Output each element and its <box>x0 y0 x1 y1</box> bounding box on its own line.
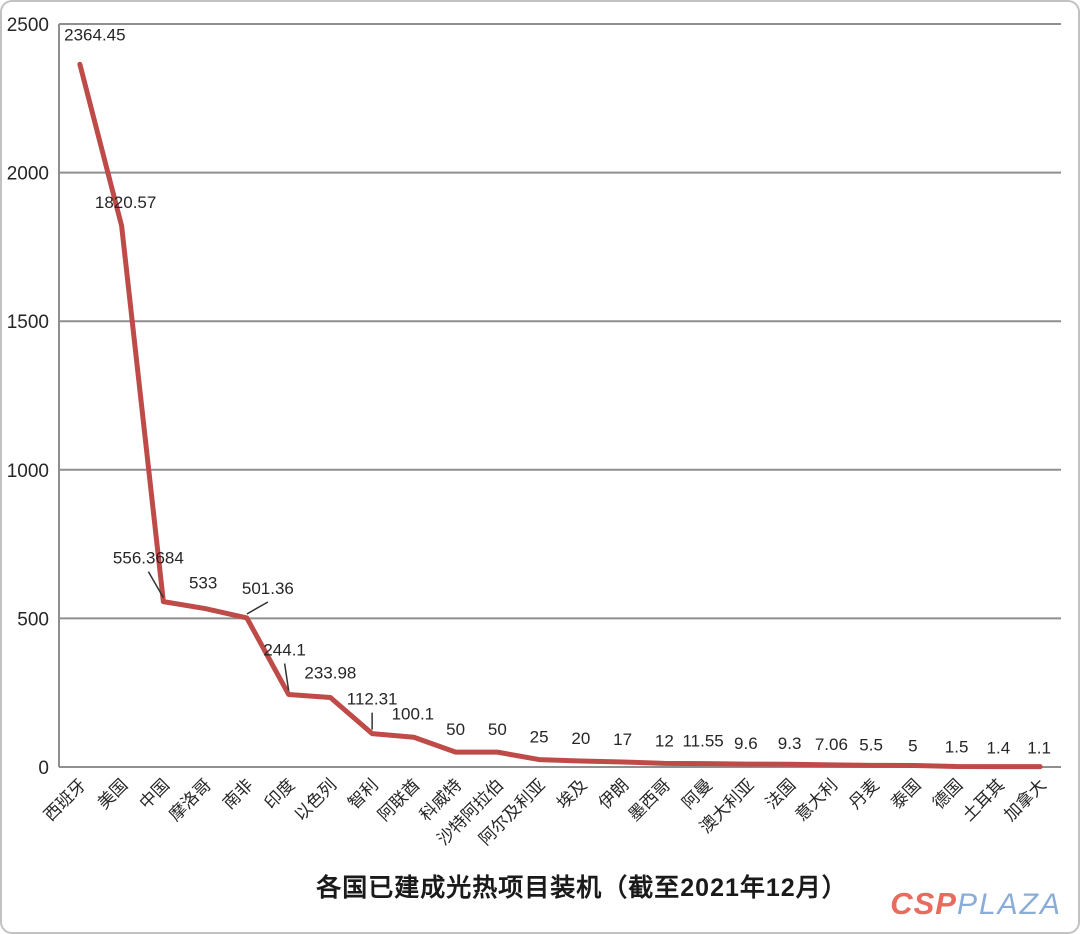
x-axis-label: 法国 <box>762 775 799 812</box>
x-axis-label: 德国 <box>929 775 966 812</box>
x-axis-label: 丹麦 <box>845 775 882 812</box>
data-point-label: 112.31 <box>347 690 398 709</box>
logo-plaza-text: PLAZA <box>956 888 1062 921</box>
callout-line <box>283 663 290 691</box>
y-axis-tick-label: 1000 <box>7 461 49 482</box>
y-axis-tick-label: 0 <box>38 758 49 779</box>
callout-line <box>246 601 269 615</box>
x-axis-label: 中国 <box>136 775 173 812</box>
data-point-label: 9.6 <box>734 734 758 753</box>
x-axis-label: 埃及 <box>553 775 590 812</box>
data-point-label: 501.36 <box>242 579 294 598</box>
y-axis-tick-label: 1500 <box>7 312 49 333</box>
x-axis-label: 阿联酋 <box>374 775 423 824</box>
callout-line <box>147 571 165 599</box>
x-axis-label: 墨西哥 <box>625 775 674 824</box>
x-axis-label: 印度 <box>261 775 298 812</box>
data-point-label: 9.3 <box>778 734 802 753</box>
x-axis-label: 西班牙 <box>40 775 89 824</box>
data-point-label: 5 <box>908 737 917 756</box>
data-point-label: 50 <box>488 720 507 739</box>
data-point-label: 12 <box>655 731 674 750</box>
x-axis-label: 泰国 <box>887 775 924 812</box>
data-point-label: 2364.45 <box>64 25 125 44</box>
data-point-label: 5.5 <box>859 735 883 754</box>
data-point-label: 100.1 <box>392 704 435 723</box>
chart-title: 各国已建成光热项目装机（截至2021年12月） <box>316 874 848 902</box>
x-axis-label: 土耳其 <box>959 775 1008 824</box>
x-axis-label: 美国 <box>94 775 131 812</box>
data-point-label: 25 <box>530 728 549 747</box>
data-point-label: 1.1 <box>1027 739 1051 758</box>
x-axis-label: 意大利 <box>792 775 841 824</box>
data-point-label: 556.3684 <box>113 549 184 568</box>
y-axis-tick-label: 2500 <box>7 15 49 36</box>
data-point-label: 50 <box>446 720 465 739</box>
x-axis-label: 加拿大 <box>1000 775 1050 825</box>
y-axis-tick-label: 500 <box>17 609 49 630</box>
data-point-label: 7.06 <box>815 735 848 754</box>
csp-plaza-logo: CSPPLAZA <box>890 886 1062 922</box>
y-axis-tick-label: 2000 <box>7 164 49 185</box>
x-axis-label: 摩洛哥 <box>165 775 214 824</box>
data-point-label: 233.98 <box>304 663 356 682</box>
data-point-label: 1820.57 <box>95 193 156 212</box>
x-axis-label: 智利 <box>344 775 381 812</box>
data-point-label: 244.1 <box>263 640 306 659</box>
x-axis-label: 阿曼 <box>678 775 715 812</box>
data-point-label: 17 <box>613 730 632 749</box>
data-point-label: 1.5 <box>945 738 969 757</box>
data-point-label: 533 <box>189 574 217 593</box>
data-point-label: 11.55 <box>682 732 723 751</box>
logo-csp-text: CSP <box>890 886 957 921</box>
data-point-label: 1.4 <box>987 739 1011 758</box>
x-axis-label: 南非 <box>219 775 256 812</box>
x-axis-label: 伊朗 <box>595 775 632 812</box>
data-point-label: 20 <box>571 729 590 748</box>
data-line <box>77 61 1043 770</box>
x-axis-label: 以色列 <box>291 775 340 824</box>
